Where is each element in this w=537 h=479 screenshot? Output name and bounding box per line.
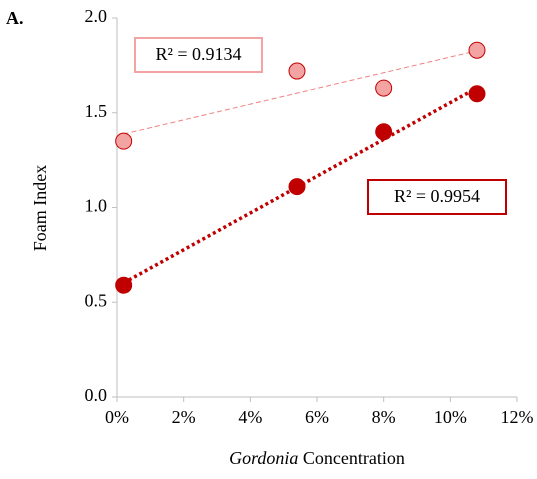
r2-label: R² = 0.9954 [394, 186, 480, 206]
r2-label: R² = 0.9134 [155, 44, 241, 64]
trendline [123, 50, 478, 135]
x-tick-label: 8% [372, 407, 396, 427]
y-tick-label: 0.5 [85, 290, 108, 310]
y-tick-label: 0.0 [85, 385, 108, 405]
r2-box [134, 37, 263, 73]
panel-label: A. [6, 8, 24, 28]
x-tick-label: 0% [105, 407, 129, 427]
y-tick-label: 2.0 [85, 6, 108, 26]
x-tick-label: 6% [305, 407, 329, 427]
data-point [288, 178, 306, 196]
data-point [375, 123, 393, 141]
data-point [468, 41, 486, 59]
x-axis-label-italic: Gordonia [229, 448, 298, 468]
x-tick-label: 2% [172, 407, 196, 427]
x-tick-label: 4% [238, 407, 262, 427]
r2-box [367, 179, 507, 215]
y-tick-label: 1.0 [85, 196, 108, 216]
y-axis-label: Foam Index [30, 165, 50, 251]
data-point [375, 79, 393, 97]
x-axis-label-rest: Concentration [303, 448, 405, 468]
data-point [115, 132, 133, 150]
y-tick-label: 1.5 [85, 101, 108, 121]
data-point [468, 85, 486, 103]
data-point [288, 62, 306, 80]
x-axis-label: Gordonia Concentration [229, 448, 405, 468]
data-point [115, 276, 133, 294]
x-tick-label: 10% [434, 407, 467, 427]
x-tick-label: 12% [501, 407, 534, 427]
trendline [122, 86, 478, 285]
